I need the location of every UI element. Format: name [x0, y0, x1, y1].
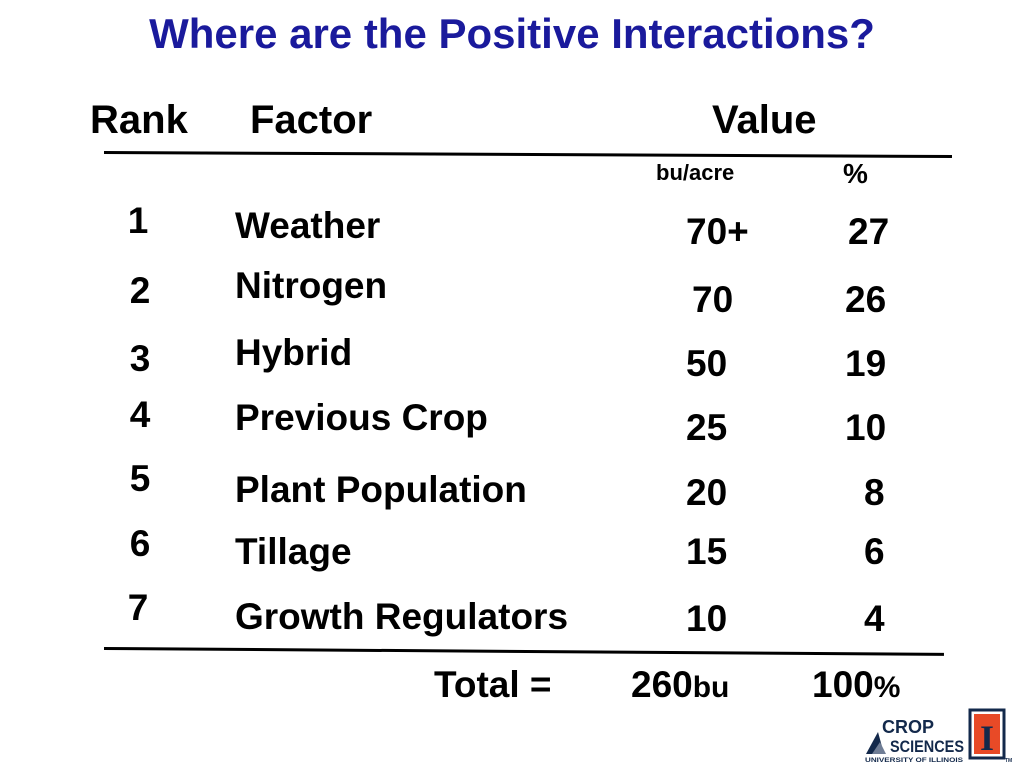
- logo-tm-text: TM: [1005, 758, 1012, 764]
- crop-sciences-logo-graphic: CROP SCIENCES UNIVERSITY OF ILLINOIS I T…: [865, 708, 1012, 764]
- pct-cell: 27: [848, 211, 890, 252]
- rank-cell: 5: [129, 458, 151, 499]
- total-pct-value: 100: [812, 664, 874, 705]
- factor-cell: Tillage: [235, 531, 352, 572]
- total-bu: 260bu: [631, 664, 729, 706]
- total-bu-value: 260: [631, 664, 693, 705]
- bu-cell: 70+: [686, 211, 749, 252]
- total-label: Total =: [434, 664, 552, 705]
- header-divider: [103, 151, 952, 158]
- pct-cell: 6: [864, 531, 885, 572]
- pct-cell: 8: [864, 472, 885, 513]
- header-value: Value: [712, 98, 817, 142]
- factor-cell: Nitrogen: [235, 265, 388, 306]
- bu-cell: 10: [686, 598, 728, 639]
- pct-cell: 26: [845, 279, 887, 320]
- rank-cell: 1: [127, 200, 149, 241]
- header-factor: Factor: [250, 98, 373, 142]
- crop-sciences-logo: CROP SCIENCES UNIVERSITY OF ILLINOIS I T…: [862, 708, 1012, 764]
- factor-cell: Hybrid: [235, 332, 353, 373]
- bu-cell: 70: [692, 279, 734, 320]
- pct-cell: 4: [864, 598, 885, 639]
- bu-cell: 20: [686, 472, 728, 513]
- total-bu-unit: bu: [692, 671, 730, 704]
- rank-cell: 3: [129, 338, 151, 379]
- slide-title: Where are the Positive Interactions?: [149, 10, 875, 57]
- logo-university-text: UNIVERSITY OF ILLINOIS: [865, 758, 963, 764]
- factor-cell: Previous Crop: [235, 397, 488, 438]
- logo-emblem-letter: I: [980, 718, 994, 758]
- bu-cell: 15: [686, 531, 728, 572]
- header-rank: Rank: [90, 98, 188, 142]
- logo-sciences-text: SCIENCES: [890, 737, 964, 756]
- pct-cell: 19: [845, 343, 887, 384]
- total-divider: [103, 647, 944, 656]
- rank-cell: 2: [129, 270, 151, 311]
- factor-cell: Growth Regulators: [235, 596, 569, 637]
- logo-crop-text: CROP: [882, 717, 934, 737]
- unit-percent: %: [843, 158, 868, 189]
- total-percent: 100%: [812, 664, 900, 706]
- rank-cell: 7: [127, 587, 149, 628]
- pct-cell: 10: [845, 407, 887, 448]
- bu-cell: 50: [686, 343, 728, 384]
- rank-cell: 4: [129, 394, 151, 435]
- unit-bu-acre: bu/acre: [656, 160, 735, 185]
- total-pct-unit: %: [873, 671, 901, 704]
- bu-cell: 25: [686, 407, 728, 448]
- factor-cell: Plant Population: [235, 469, 527, 510]
- rank-cell: 6: [129, 523, 151, 564]
- factor-cell: Weather: [235, 205, 381, 246]
